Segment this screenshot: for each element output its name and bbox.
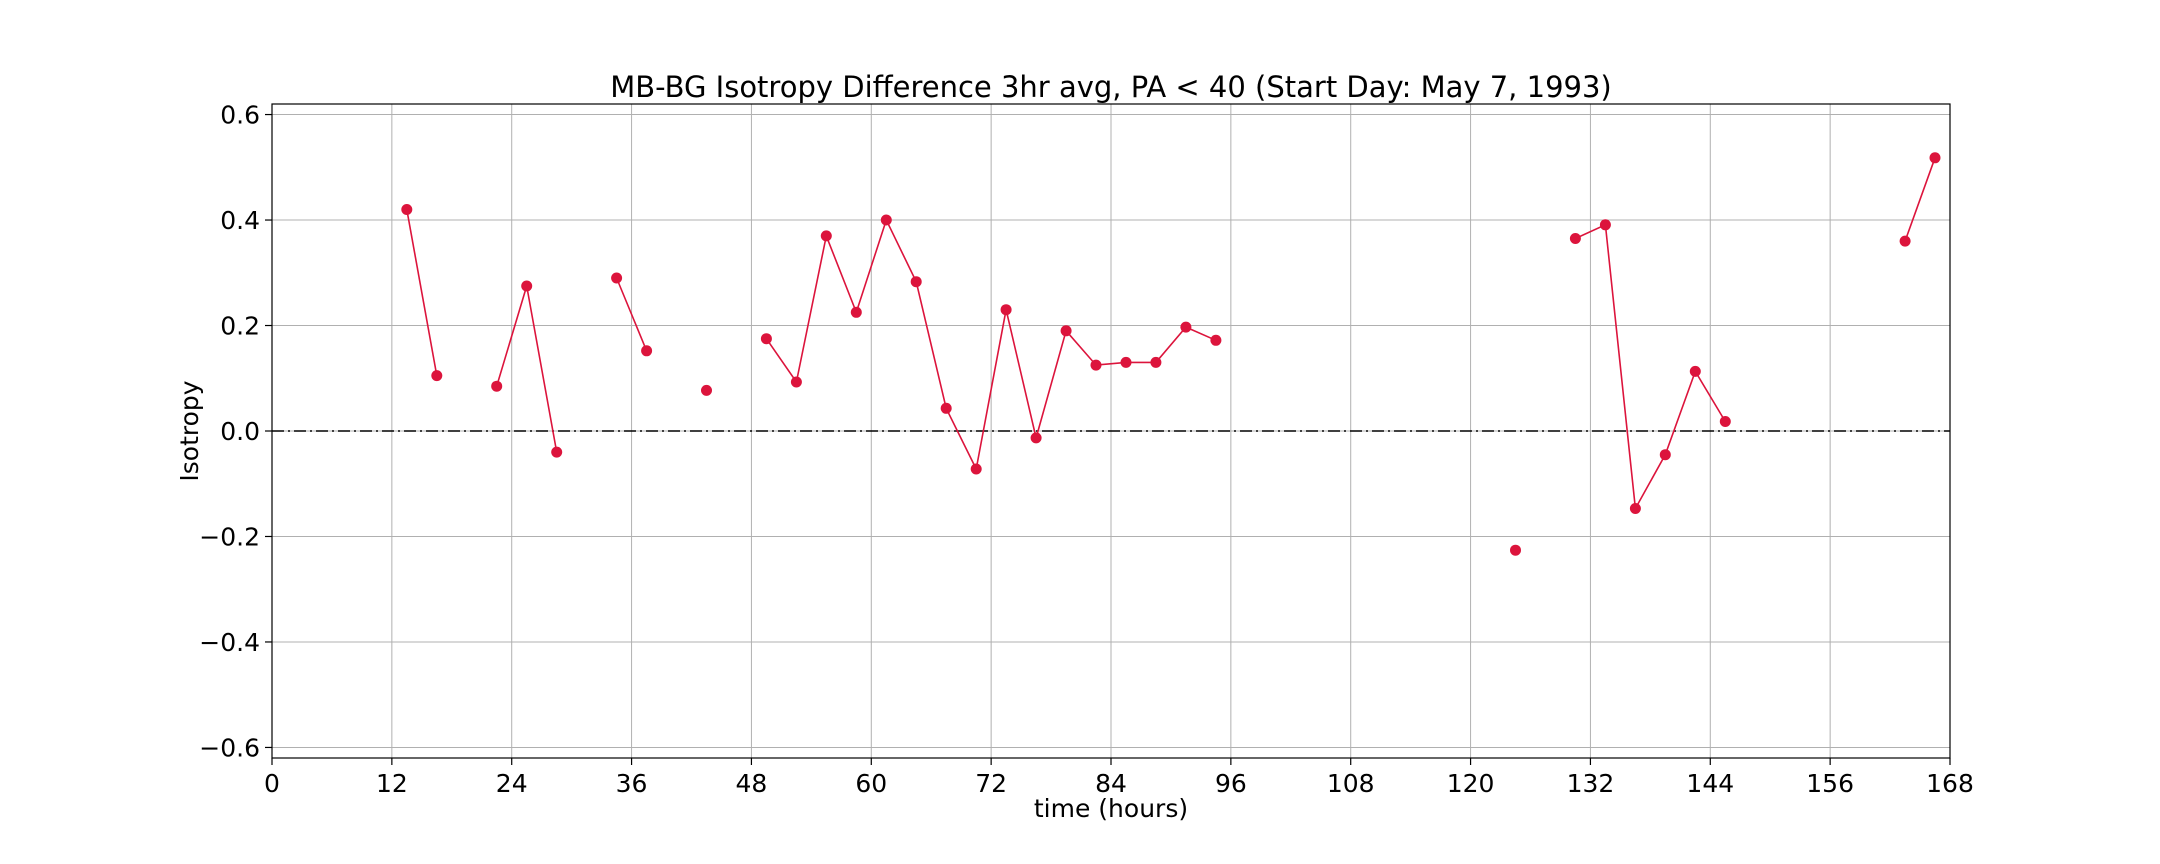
data-point: [1929, 152, 1941, 164]
x-tick-label: 84: [1095, 769, 1127, 798]
x-tick-label: 108: [1327, 769, 1375, 798]
x-tick-label: 60: [855, 769, 887, 798]
y-tick-label: 0.0: [220, 417, 260, 446]
data-point: [1899, 235, 1911, 247]
data-point: [611, 272, 623, 284]
y-axis-label: Isotropy: [175, 380, 204, 481]
data-point: [1090, 359, 1102, 371]
x-tick-label: 48: [736, 769, 768, 798]
x-axis-ticks: 0 12 24 36 48 60 72 84 96 108 120 132 144 156 168: [264, 758, 1974, 798]
y-tick-label: −0.2: [199, 522, 260, 551]
data-point: [1599, 219, 1611, 231]
x-tick-label: 144: [1686, 769, 1734, 798]
data-point: [641, 345, 653, 357]
chart-title: MB-BG Isotropy Difference 3hr avg, PA < …: [610, 70, 1612, 104]
data-point: [850, 306, 862, 318]
data-point: [940, 402, 952, 414]
x-tick-label: 0: [264, 769, 280, 798]
y-tick-label: 0.4: [220, 206, 260, 235]
series-line-segment: [1904, 157, 1936, 242]
y-tick-label: 0.2: [220, 312, 260, 341]
x-tick-label: 36: [616, 769, 648, 798]
series-line-segment: [406, 209, 438, 376]
data-point: [1719, 416, 1731, 427]
y-tick-label: 0.6: [220, 101, 260, 130]
x-tick-label: 72: [975, 769, 1007, 798]
y-axis-ticks: −0.6 −0.4 −0.2 0.0 0.2 0.4 0.6: [199, 101, 272, 762]
x-tick-label: 168: [1926, 769, 1974, 798]
x-tick-label: 156: [1806, 769, 1854, 798]
data-point: [1210, 334, 1222, 346]
x-axis-label: time (hours): [1034, 794, 1188, 823]
data-point: [1000, 304, 1012, 316]
data-point: [1150, 356, 1162, 368]
data-point: [551, 446, 563, 458]
data-point: [401, 204, 413, 215]
series-group: [401, 152, 1941, 556]
series-line-segment: [765, 217, 1217, 472]
data-point: [970, 463, 982, 475]
series-line-segment: [615, 277, 648, 352]
data-point: [1180, 321, 1192, 333]
data-point: [1659, 449, 1671, 461]
x-tick-label: 96: [1215, 769, 1247, 798]
data-point: [1060, 325, 1072, 337]
data-point: [491, 380, 503, 392]
data-point: [1629, 503, 1641, 514]
data-point: [880, 214, 892, 226]
data-point: [431, 370, 443, 382]
x-tick-label: 24: [496, 769, 528, 798]
y-tick-label: −0.6: [199, 733, 260, 762]
data-point: [1689, 365, 1701, 377]
data-point: [1030, 432, 1042, 444]
x-tick-label: 120: [1447, 769, 1495, 798]
data-point: [790, 376, 802, 388]
data-point: [820, 230, 832, 242]
data-point: [910, 276, 922, 288]
data-point: [521, 280, 533, 292]
data-point: [1569, 233, 1581, 244]
x-tick-label: 12: [376, 769, 408, 798]
y-tick-label: −0.4: [199, 628, 260, 657]
data-point: [760, 333, 772, 345]
data-point: [1510, 544, 1521, 556]
data-point: [1120, 356, 1132, 368]
x-tick-label: 132: [1567, 769, 1615, 798]
data-point: [701, 384, 712, 396]
